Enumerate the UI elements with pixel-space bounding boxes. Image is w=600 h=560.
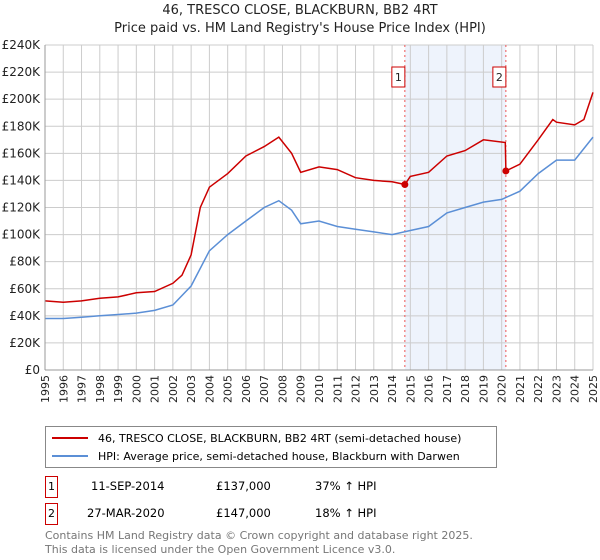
marker-label: 2 — [496, 71, 503, 84]
x-tick-label: 2006 — [240, 375, 253, 403]
date: 27-MAR-2020 — [87, 506, 165, 520]
x-tick-label: 2014 — [386, 375, 399, 403]
x-tick-label: 2019 — [477, 375, 490, 403]
x-tick-label: 2020 — [496, 375, 509, 403]
x-tick-label: 1999 — [112, 375, 125, 403]
footer-line: Contains HM Land Registry data © Crown c… — [45, 529, 473, 542]
chart: £0 £20K £40K £60K £80K £100K £120K £140K £160K £1… — [2, 38, 600, 403]
y-tick-label: £120K — [2, 201, 42, 215]
x-tick-label: 2025 — [587, 375, 600, 403]
y-tick-label: £60K — [9, 282, 41, 296]
x-tick-label: 2024 — [569, 375, 582, 403]
x-tick-label: 2007 — [258, 375, 271, 403]
series-line — [44, 92, 594, 304]
y-tick-label: £200K — [2, 92, 42, 106]
y-tick-label: £0 — [25, 363, 40, 377]
legend-swatch — [52, 455, 88, 457]
chart-title: 46, TRESCO CLOSE, BLACKBURN, BB2 4RT — [162, 3, 438, 18]
price: £147,000 — [216, 506, 271, 520]
marker-box — [391, 66, 406, 88]
y-tick-label: £160K — [2, 146, 42, 160]
x-tick-label: 1996 — [57, 375, 70, 403]
x-tick-label: 2005 — [222, 375, 235, 403]
y-tick-label: £220K — [2, 65, 42, 79]
legend-item-property: 46, TRESCO CLOSE, BLACKBURN, BB2 4RT (se… — [46, 430, 461, 446]
y-tick-label: £240K — [2, 38, 42, 52]
x-tick-label: 2000 — [130, 375, 143, 403]
marker-label: 1 — [395, 71, 402, 84]
footer: Contains HM Land Registry data © Crown c… — [45, 529, 473, 557]
legend-item-hpi: HPI: Average price, semi-detached house,… — [46, 448, 460, 464]
x-tick-label: 2011 — [331, 375, 344, 403]
x-tick-label: 2003 — [185, 375, 198, 403]
x-tick-label: 2002 — [167, 375, 180, 403]
x-tick-label: 1995 — [39, 375, 52, 403]
footer-line: This data is licensed under the Open Gov… — [45, 543, 396, 556]
legend-label: HPI: Average price, semi-detached house,… — [98, 449, 460, 463]
y-tick-label: £140K — [2, 173, 42, 187]
x-tick-label: 2004 — [203, 375, 216, 403]
legend-label: 46, TRESCO CLOSE, BLACKBURN, BB2 4RT (se… — [98, 431, 462, 445]
y-tick-label: £180K — [2, 119, 42, 133]
legend-swatch — [52, 437, 88, 439]
marker-badge: 1 — [45, 476, 58, 498]
price: £137,000 — [216, 479, 271, 493]
x-tick-label: 2022 — [532, 375, 545, 403]
x-tick-label: 1998 — [94, 375, 107, 403]
sale-point — [401, 180, 409, 188]
x-tick-label: 2023 — [550, 375, 563, 403]
x-tick-label: 2016 — [423, 375, 436, 403]
marker-box — [492, 66, 507, 88]
sale-point — [502, 167, 510, 175]
y-tick-label: £20K — [9, 336, 41, 350]
hpi-change: 37% ↑ HPI — [315, 479, 377, 493]
x-tick-label: 2010 — [313, 375, 326, 403]
x-tick-label: 2021 — [514, 375, 527, 403]
x-tick-label: 1997 — [76, 375, 89, 403]
x-tick-label: 2008 — [276, 375, 289, 403]
x-tick-label: 2013 — [368, 375, 381, 403]
x-tick-label: 2001 — [149, 375, 162, 403]
marker-badge: 2 — [45, 503, 58, 525]
x-tick-label: 2018 — [459, 375, 472, 403]
date: 11-SEP-2014 — [91, 479, 165, 493]
legend: 46, TRESCO CLOSE, BLACKBURN, BB2 4RT (se… — [45, 426, 497, 468]
x-tick-label: 2009 — [295, 375, 308, 403]
x-tick-label: 2017 — [441, 375, 454, 403]
x-tick-label: 2015 — [404, 375, 417, 403]
y-tick-label: £80K — [9, 255, 41, 269]
hpi-change: 18% ↑ HPI — [315, 506, 377, 520]
chart-subtitle: Price paid vs. HM Land Registry's House … — [114, 21, 486, 36]
series-line — [45, 136, 594, 320]
y-tick-label: £100K — [2, 228, 42, 242]
y-tick-label: £40K — [9, 309, 41, 323]
x-tick-label: 2012 — [350, 375, 363, 403]
